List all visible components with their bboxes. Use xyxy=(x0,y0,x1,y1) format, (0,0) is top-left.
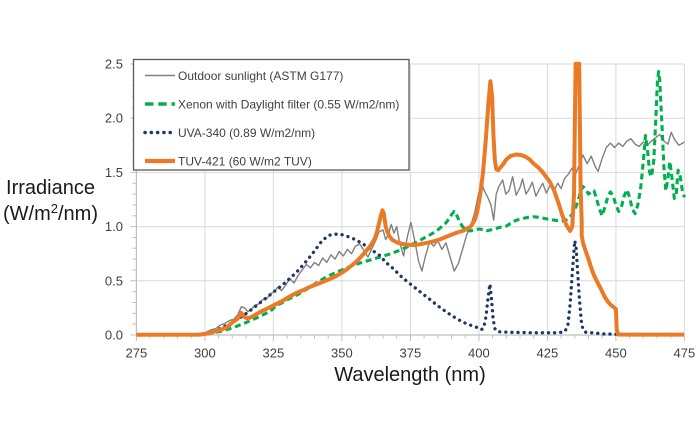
svg-text:0.0: 0.0 xyxy=(105,328,123,343)
svg-text:450: 450 xyxy=(605,346,627,361)
svg-text:400: 400 xyxy=(468,346,490,361)
svg-text:475: 475 xyxy=(674,346,696,361)
svg-text:425: 425 xyxy=(537,346,559,361)
svg-text:(W/m2/nm): (W/m2/nm) xyxy=(3,201,98,225)
svg-text:1.5: 1.5 xyxy=(105,165,123,180)
svg-text:2.0: 2.0 xyxy=(105,111,123,126)
svg-text:Wavelength (nm): Wavelength (nm) xyxy=(334,364,486,386)
svg-text:2.5: 2.5 xyxy=(105,57,123,72)
svg-text:275: 275 xyxy=(126,346,148,361)
svg-text:TUV-421 (60 W/m2 TUV): TUV-421 (60 W/m2 TUV) xyxy=(178,154,312,168)
svg-text:325: 325 xyxy=(263,346,285,361)
svg-text:Irradiance: Irradiance xyxy=(6,177,95,199)
svg-text:Outdoor sunlight (ASTM G177): Outdoor sunlight (ASTM G177) xyxy=(178,69,343,83)
svg-text:375: 375 xyxy=(400,346,422,361)
svg-text:Xenon with Daylight filter (0.: Xenon with Daylight filter (0.55 W/m2/nm… xyxy=(178,97,399,111)
svg-text:0.5: 0.5 xyxy=(105,273,123,288)
svg-text:UVA-340 (0.89 W/m2/nm): UVA-340 (0.89 W/m2/nm) xyxy=(178,126,315,140)
svg-text:350: 350 xyxy=(331,346,353,361)
svg-text:1.0: 1.0 xyxy=(105,219,123,234)
svg-text:300: 300 xyxy=(194,346,216,361)
